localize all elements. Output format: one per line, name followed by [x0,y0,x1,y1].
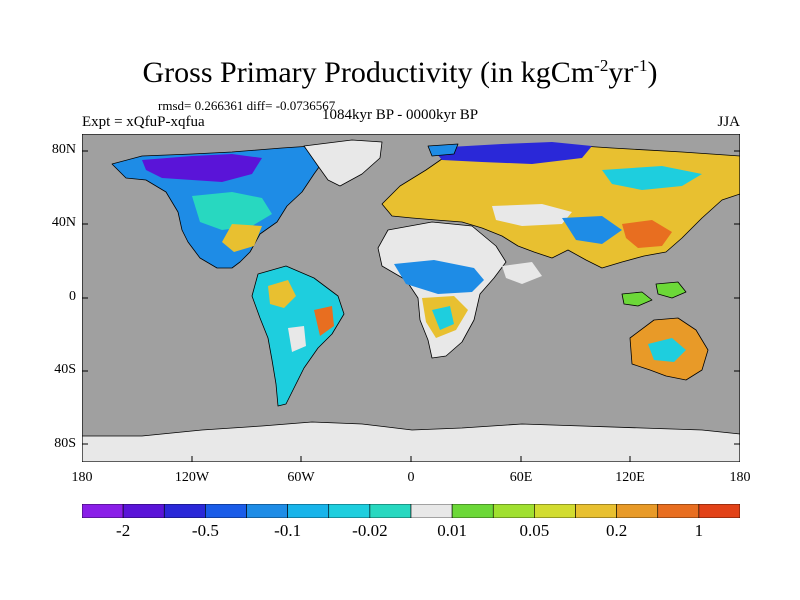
colorbar-swatch-6 [328,504,371,518]
season-label: JJA [717,114,740,130]
lon-label-0: 0 [407,470,415,485]
colorbar-swatch-1 [122,504,165,518]
land-antarctica [82,421,740,462]
colorbar-label: 0.2 [606,521,628,540]
experiment-label: Expt = xQfuP-xqfua [82,114,205,130]
period-label: 1084kyr BP - 0000kyr BP [322,107,479,123]
land-greenland [303,139,383,187]
lat-label-40n: 40N [51,215,76,230]
colorbar-swatch-9 [451,504,494,518]
colorbar-label: -0.02 [352,521,388,540]
lon-label-60e: 60E [509,470,533,485]
colorbar-swatch-8 [410,504,453,518]
lon-label-180w: 180 [71,470,93,485]
colorbar-swatch-14 [657,504,700,518]
colorbar [82,504,740,518]
lat-label-0: 0 [69,289,76,304]
lon-label-60w: 60W [287,470,315,485]
stats-label: rmsd= 0.266361 diff= -0.0736567 [158,98,336,113]
colorbar-label: -0.5 [191,521,219,540]
colorbar-swatch-5 [287,504,330,518]
lon-label-120e: 120E [615,470,645,485]
colorbar-label: 0.05 [519,521,550,540]
colorbar-label: 1 [694,521,704,540]
colorbar-swatch-7 [369,504,412,518]
lon-label-180e: 180 [729,470,751,485]
world-map [82,134,740,462]
land-indonesia [621,281,687,307]
colorbar-swatch-3 [205,504,247,518]
colorbar-swatch-0 [82,504,124,518]
colorbar-swatch-13 [616,504,659,518]
chart-title: Gross Primary Productivity (in kgCm-2yr-… [142,56,658,89]
colorbar-label: -0.1 [274,521,302,540]
lat-label-40s: 40S [54,362,76,377]
colorbar-swatch-2 [163,504,206,518]
colorbar-swatch-12 [575,504,617,518]
colorbar-swatch-15 [698,504,740,518]
lat-label-80s: 80S [54,436,76,451]
lon-label-120w: 120W [174,470,210,485]
lat-label-80n: 80N [51,142,76,157]
colorbar-label: 0.01 [437,521,467,540]
colorbar-swatch-4 [246,504,288,518]
colorbar-swatch-10 [492,504,535,518]
colorbar-swatch-11 [534,504,576,518]
colorbar-label: -2 [116,521,131,540]
